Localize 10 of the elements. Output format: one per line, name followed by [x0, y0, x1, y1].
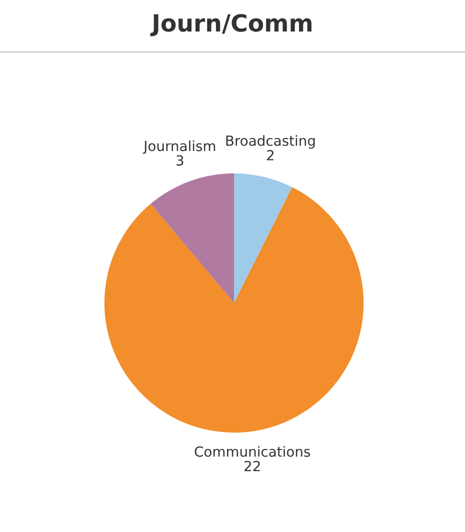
data-label: 2 — [267, 150, 274, 160]
chart-title: Journ/Comm — [150, 14, 312, 36]
data-label: 22 — [244, 460, 260, 472]
data-label: 3 — [176, 155, 184, 166]
pie-slice — [234, 173, 292, 303]
pie-slice — [150, 173, 234, 303]
slice-label: Communications — [194, 446, 310, 457]
pie-slice — [104, 187, 364, 433]
slice-label: Journalism — [142, 140, 216, 154]
slice-label: Broadcasting — [226, 135, 315, 149]
